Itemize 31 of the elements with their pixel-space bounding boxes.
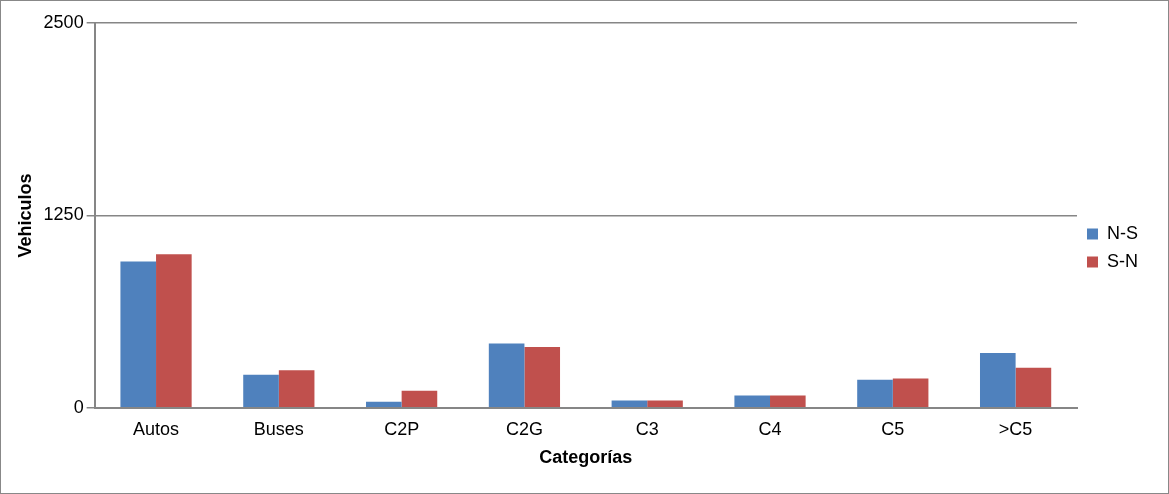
- x-tick-label: C5: [881, 418, 905, 439]
- bar: [243, 374, 279, 408]
- x-tick-label: C3: [635, 418, 659, 439]
- x-tick-label: Autos: [133, 418, 180, 439]
- bar: [366, 401, 402, 408]
- x-tick-label: Buses: [253, 418, 304, 439]
- x-tick-label: C4: [758, 418, 782, 439]
- bar: [120, 261, 157, 408]
- bar: [401, 390, 438, 408]
- bar: [488, 343, 525, 408]
- x-tick-label: C2G: [505, 418, 543, 439]
- bar: [770, 395, 806, 408]
- legend-label: S-N: [1107, 250, 1138, 271]
- y-tick-label: 2500: [43, 11, 84, 32]
- bar: [734, 395, 771, 408]
- bar: [156, 254, 192, 408]
- bar: [611, 400, 648, 408]
- y-tick-label: 1250: [43, 204, 84, 225]
- x-tick-label: >C5: [998, 418, 1033, 439]
- bar: [1015, 367, 1052, 408]
- y-tick-label: 0: [73, 396, 84, 417]
- legend-label: N-S: [1107, 222, 1138, 243]
- bar: [647, 400, 683, 408]
- bar: [892, 378, 929, 408]
- y-axis-title: Vehiculos: [14, 173, 35, 258]
- x-axis-title: Categorías: [539, 447, 633, 468]
- bar: [524, 347, 561, 408]
- bar: [857, 379, 893, 408]
- x-tick-label: C2P: [384, 418, 420, 439]
- bar: [979, 353, 1016, 408]
- bar: [278, 370, 315, 408]
